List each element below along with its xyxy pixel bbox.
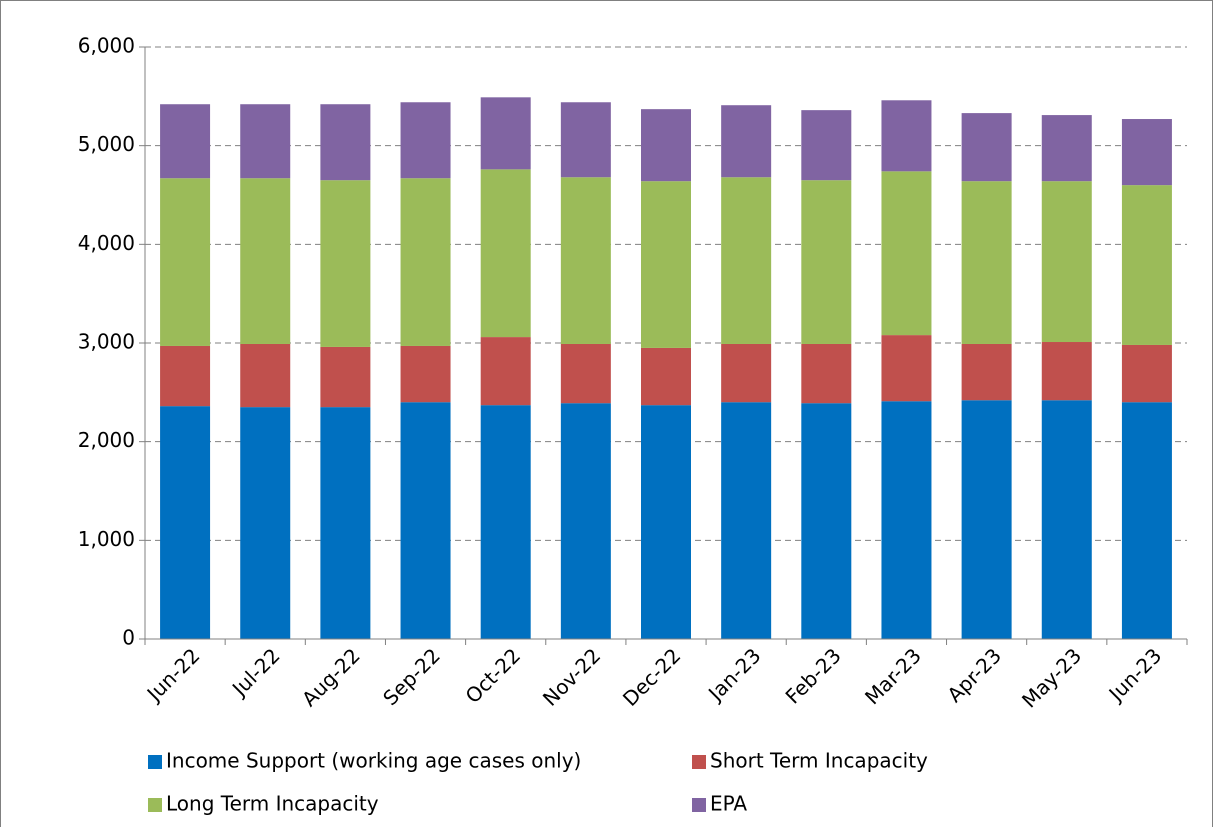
bar-segment [1041, 115, 1092, 182]
bar-segment [721, 105, 772, 178]
bar-segment [801, 110, 852, 181]
y-tick-label: 5,000 [78, 132, 135, 156]
bar-segment [641, 181, 691, 348]
bar-segment [1041, 400, 1092, 639]
bar-segment [961, 400, 1012, 639]
legend-label: Short Term Incapacity [710, 749, 928, 773]
bar-segment [160, 406, 211, 639]
bar-segment [1121, 344, 1172, 403]
bar-segment [240, 178, 291, 344]
bar-segment [320, 407, 371, 639]
legend-swatch [692, 755, 706, 769]
bar-segment [240, 343, 291, 408]
bar-segment [480, 97, 531, 170]
bar-segment [801, 343, 852, 404]
y-tick-label: 2,000 [78, 428, 135, 452]
bar-segment [721, 343, 772, 403]
bar-segment [961, 181, 1012, 344]
bar-segment [881, 171, 932, 336]
bar-segment [961, 343, 1012, 401]
legend-label: EPA [710, 792, 747, 816]
bar-segment [881, 100, 932, 172]
bar-segment [480, 169, 531, 338]
bar-segment [560, 177, 611, 344]
bar-segment [400, 402, 451, 639]
y-tick-label: 1,000 [78, 527, 135, 551]
bar-segment [160, 104, 211, 179]
bar-segment [240, 407, 291, 639]
bar-segment [641, 347, 691, 406]
bar-segment [961, 113, 1012, 182]
y-tick-label: 3,000 [78, 330, 135, 354]
legend-swatch [692, 798, 706, 812]
bar-segment [560, 102, 611, 178]
bar-segment [801, 403, 852, 639]
bar-segment [1041, 342, 1092, 401]
legend-label: Long Term Incapacity [166, 792, 379, 816]
bar-segment [560, 343, 611, 404]
legend-swatch [148, 798, 162, 812]
y-tick-label: 6,000 [78, 34, 135, 58]
bar-segment [881, 335, 932, 402]
bar-segment [1121, 402, 1172, 639]
bar-segment [641, 109, 691, 182]
bar-segment [400, 102, 451, 179]
bar-segment [480, 337, 531, 406]
bar-segment [1121, 185, 1172, 345]
legend-swatch [148, 755, 162, 769]
bar-segment [801, 180, 852, 344]
bar-segment [881, 401, 932, 639]
legend-label: Income Support (working age cases only) [166, 749, 581, 773]
bar-segment [320, 180, 371, 347]
bar-segment [721, 177, 772, 344]
bar-segment [641, 405, 691, 639]
bar-segment [320, 104, 371, 181]
bar-segment [1041, 181, 1092, 343]
bar-segment [160, 345, 211, 407]
bar-segment [1121, 119, 1172, 186]
bar-segment [560, 403, 611, 639]
bar-segment [240, 104, 291, 179]
bar-segment [400, 178, 451, 346]
bar-segment [320, 346, 371, 408]
bar-segment [400, 345, 451, 403]
bar-segment [480, 405, 531, 639]
bar-segment [721, 402, 772, 639]
y-tick-label: 4,000 [78, 231, 135, 255]
bar-segment [160, 178, 211, 346]
y-tick-label: 0 [122, 626, 135, 650]
